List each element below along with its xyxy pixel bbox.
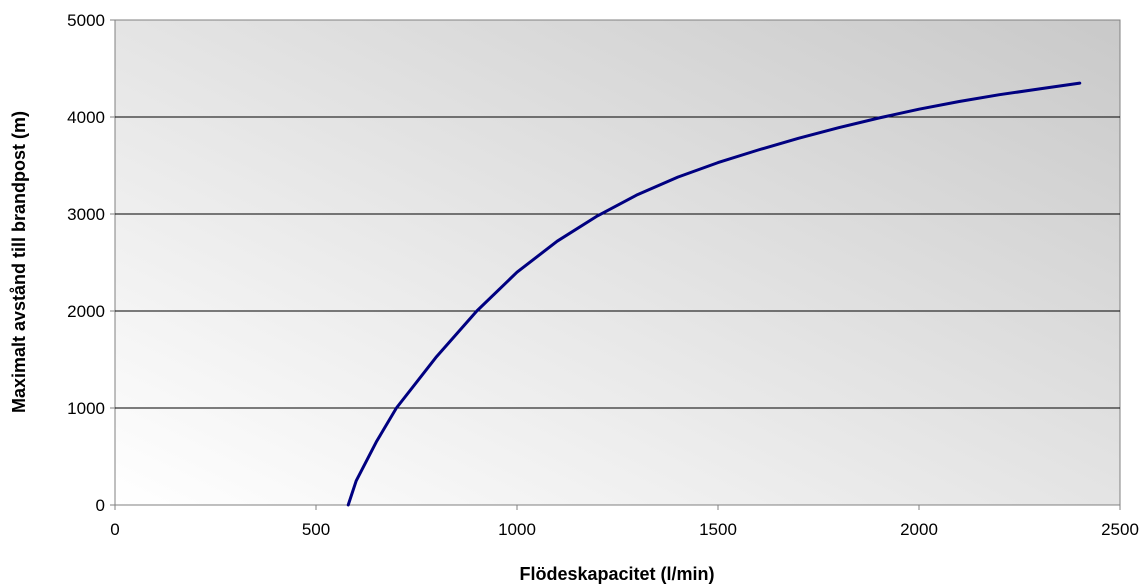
x-tick-label: 500	[302, 520, 330, 539]
x-tick-label: 1000	[498, 520, 536, 539]
x-tick-label: 1500	[699, 520, 737, 539]
x-tick-label: 2000	[900, 520, 938, 539]
y-tick-label: 1000	[67, 399, 105, 418]
y-tick-label: 3000	[67, 205, 105, 224]
y-axis-ticks: 0 1000 2000 3000 4000 5000	[67, 11, 115, 515]
y-tick-label: 4000	[67, 108, 105, 127]
y-tick-label: 2000	[67, 302, 105, 321]
y-tick-label: 5000	[67, 11, 105, 30]
x-axis-ticks: 0 500 1000 1500 2000 2500	[110, 505, 1139, 539]
y-tick-label: 0	[96, 496, 105, 515]
plot-area	[114, 19, 1121, 506]
data-series-line	[346, 81, 1082, 507]
x-tick-label: 2500	[1101, 520, 1139, 539]
x-tick-label: 0	[110, 520, 119, 539]
y-axis-title: Maximalt avstånd till brandpost (m)	[9, 111, 29, 413]
x-axis-title: Flödeskapacitet (l/min)	[519, 564, 714, 584]
gridlines	[115, 116, 1120, 409]
